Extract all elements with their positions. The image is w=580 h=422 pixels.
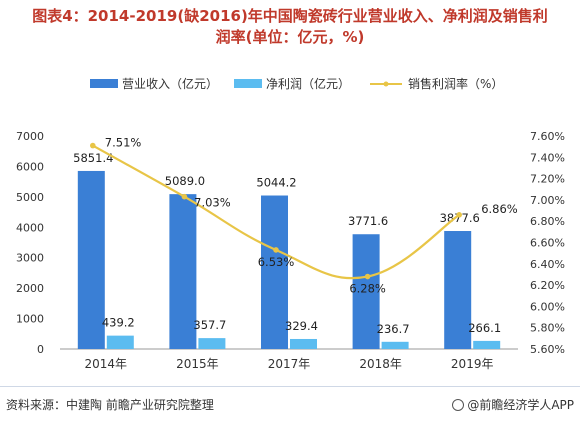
y-tick-label: 0: [37, 343, 44, 356]
y2-tick-label: 6.60%: [530, 237, 565, 250]
y2-tick-label: 6.00%: [530, 300, 565, 313]
y2-tick-label: 7.40%: [530, 151, 565, 164]
y-tick-label: 3000: [16, 252, 44, 265]
data-label-net-profit: 266.1: [468, 321, 501, 335]
chart-title-line-2: 润率(单位：亿元，%): [215, 28, 365, 46]
x-tick-label: 2019年: [451, 357, 494, 371]
bar-revenue: [444, 231, 472, 349]
point-margin: [364, 273, 371, 280]
data-label-net-profit: 329.4: [285, 319, 318, 333]
x-tick-label: 2014年: [85, 357, 128, 371]
bar-revenue: [77, 170, 105, 349]
y2-tick-label: 6.80%: [530, 215, 565, 228]
data-label-revenue: 5044.2: [256, 176, 296, 190]
y2-tick-label: 5.60%: [530, 343, 565, 356]
y-tick-label: 7000: [16, 130, 44, 143]
y2-tick-label: 7.60%: [530, 130, 565, 143]
legend-label-margin: 销售利润率（%）: [408, 76, 503, 91]
chart-title-line-1: 图表4：2014-2019(缺2016)年中国陶瓷砖行业营业收入、净利润及销售利: [32, 7, 548, 25]
footer-divider: [0, 386, 580, 387]
legend-label-revenue: 营业收入（亿元）: [122, 76, 218, 91]
bar-net-profit: [381, 341, 409, 349]
y2-tick-label: 7.00%: [530, 194, 565, 207]
y2-tick-label: 5.80%: [530, 322, 565, 335]
data-label-revenue: 5851.4: [73, 151, 113, 165]
data-label-net-profit: 439.2: [102, 316, 135, 330]
data-label-margin: 6.28%: [349, 282, 386, 296]
data-label-margin: 6.53%: [258, 255, 295, 269]
combo-chart: 营业收入（亿元） 净利润（亿元） 销售利润率（%） 0 1000 2000 3000 4000…: [16, 76, 565, 371]
data-label-revenue: 3771.6: [348, 214, 388, 228]
y-tick-label: 2000: [16, 282, 44, 295]
data-label-revenue: 5089.0: [165, 174, 205, 188]
bar-revenue: [352, 234, 380, 349]
point-margin: [456, 212, 463, 218]
x-tick-label: 2017年: [268, 357, 311, 371]
point-margin: [181, 193, 188, 200]
point-margin: [273, 247, 279, 253]
bar-net-profit: [290, 338, 317, 349]
bar-net-profit: [198, 338, 226, 349]
credit-text: @前瞻经济学人APP: [467, 398, 574, 412]
legend-marker-margin: [383, 81, 389, 87]
bar-net-profit: [106, 335, 134, 349]
y-tick-label: 6000: [16, 160, 44, 173]
bar-net-profit: [473, 340, 501, 349]
point-margin: [90, 142, 96, 149]
legend-label-net-profit: 净利润（亿元）: [266, 76, 350, 91]
data-source: 资料来源：中建陶 前瞻产业研究院整理: [6, 398, 214, 412]
y-tick-label: 1000: [16, 313, 44, 326]
data-label-net-profit: 357.7: [193, 318, 226, 332]
data-label-net-profit: 236.7: [377, 322, 410, 336]
legend-swatch-revenue: [90, 79, 118, 88]
x-tick-label: 2015年: [176, 357, 219, 371]
y-tick-label: 4000: [16, 221, 44, 234]
legend-swatch-net-profit: [234, 79, 262, 88]
y-tick-label: 5000: [16, 191, 44, 204]
bar-revenue: [169, 194, 197, 349]
weibo-icon: [452, 399, 465, 411]
bar-revenue: [261, 195, 288, 349]
y2-tick-label: 6.20%: [530, 279, 565, 292]
y2-tick-label: 7.20%: [530, 173, 565, 186]
credit: @前瞻经济学人APP: [452, 396, 574, 413]
y2-tick-label: 6.40%: [530, 258, 565, 271]
x-tick-label: 2018年: [359, 357, 402, 371]
data-label-margin: 7.51%: [105, 136, 142, 150]
data-label-margin: 6.86%: [481, 202, 518, 216]
data-label-margin: 7.03%: [194, 196, 231, 210]
chart-title: 图表4：2014-2019(缺2016)年中国陶瓷砖行业营业收入、净利润及销售利…: [0, 6, 580, 48]
